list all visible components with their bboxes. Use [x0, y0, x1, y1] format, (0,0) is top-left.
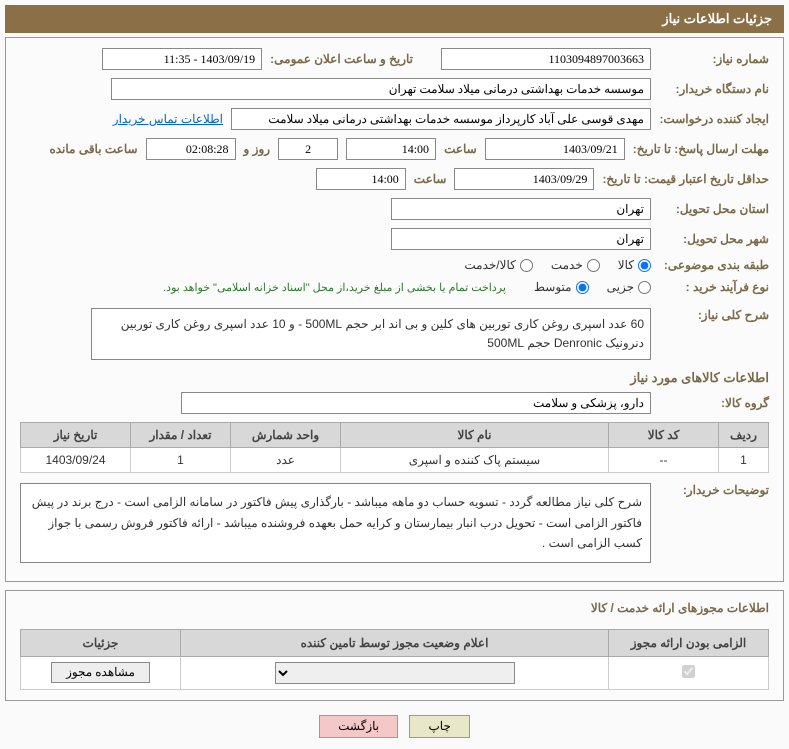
process-label: نوع فرآیند خرید :	[659, 280, 769, 294]
category-opt-service: خدمت	[551, 258, 583, 272]
license-section: اطلاعات مجوزهای ارائه خدمت / کالا الزامی…	[5, 590, 784, 701]
footer-buttons: چاپ بازگشت	[5, 715, 784, 738]
buyer-notes-box: شرح کلی نیاز مطالعه گردد - تسویه حساب دو…	[20, 483, 651, 562]
category-opt-goods: کالا	[618, 258, 634, 272]
license-status-select[interactable]	[275, 662, 515, 684]
remaining-word: ساعت باقی مانده	[49, 142, 137, 156]
page-title-bar: جزئیات اطلاعات نیاز	[5, 5, 784, 33]
requester-label: ایجاد کننده درخواست:	[659, 112, 769, 126]
buyer-org-field	[111, 78, 651, 100]
col-qty: تعداد / مقدار	[131, 423, 231, 448]
need-number-label: شماره نیاز:	[659, 52, 769, 66]
lic-col-status: اعلام وضعیت مجوز توسط تامین کننده	[181, 629, 609, 656]
requester-field	[231, 108, 651, 130]
public-datetime-label: تاریخ و ساعت اعلان عمومی:	[270, 52, 413, 66]
reply-date-field	[485, 138, 625, 160]
category-radio-group: کالا خدمت کالا/خدمت	[464, 258, 651, 272]
cell-qty: 1	[131, 448, 231, 473]
cell-row: 1	[719, 448, 769, 473]
view-license-button[interactable]: مشاهده مجوز	[51, 662, 150, 683]
process-radio-medium[interactable]	[576, 281, 589, 294]
days-word: روز و	[244, 142, 271, 156]
min-valid-time-field	[316, 168, 406, 190]
process-opt-minor: جزیی	[607, 280, 634, 294]
general-desc-box: 60 عدد اسپری روغن کاری توربین های کلین و…	[91, 308, 651, 360]
reply-time-field	[346, 138, 436, 160]
cell-name: سیستم پاک کننده و اسپری	[341, 448, 609, 473]
city-field	[391, 228, 651, 250]
col-code: کد کالا	[609, 423, 719, 448]
license-section-title: اطلاعات مجوزهای ارائه خدمت / کالا	[20, 601, 769, 615]
time-label-1: ساعت	[444, 142, 477, 156]
reply-deadline-label: مهلت ارسال پاسخ: تا تاریخ:	[633, 142, 769, 156]
city-label: شهر محل تحویل:	[659, 232, 769, 246]
back-button[interactable]: بازگشت	[319, 715, 398, 738]
cell-date: 1403/09/24	[21, 448, 131, 473]
items-section-title: اطلاعات کالاهای مورد نیاز	[20, 370, 769, 386]
lic-col-details: جزئیات	[21, 629, 181, 656]
province-field	[391, 198, 651, 220]
license-table: الزامی بودن ارائه مجوز اعلام وضعیت مجوز …	[20, 629, 769, 690]
items-table: ردیف کد کالا نام کالا واحد شمارش تعداد /…	[20, 422, 769, 473]
province-label: استان محل تحویل:	[659, 202, 769, 216]
goods-group-field	[181, 392, 651, 414]
col-name: نام کالا	[341, 423, 609, 448]
hours-remaining-field	[146, 138, 236, 160]
days-remaining-field	[278, 138, 338, 160]
goods-group-label: گروه کالا:	[659, 396, 769, 410]
public-datetime-field	[102, 48, 262, 70]
min-valid-label: حداقل تاریخ اعتبار قیمت: تا تاریخ:	[602, 172, 769, 186]
category-opt-both: کالا/خدمت	[464, 258, 515, 272]
min-valid-date-field	[454, 168, 594, 190]
category-label: طبقه بندی موضوعی:	[659, 258, 769, 272]
cell-unit: عدد	[231, 448, 341, 473]
general-desc-label: شرح کلی نیاز:	[659, 308, 769, 322]
need-number-field	[441, 48, 651, 70]
buyer-notes-label: توضیحات خریدار:	[659, 483, 769, 497]
cell-code: --	[609, 448, 719, 473]
process-opt-medium: متوسط	[534, 280, 572, 294]
category-radio-both[interactable]	[520, 259, 533, 272]
license-mandatory-checkbox	[682, 665, 695, 678]
print-button[interactable]: چاپ	[409, 715, 469, 738]
time-label-2: ساعت	[414, 172, 447, 186]
col-unit: واحد شمارش	[231, 423, 341, 448]
lic-col-mandatory: الزامی بودن ارائه مجوز	[609, 629, 769, 656]
payment-note: پرداخت تمام یا بخشی از مبلغ خرید،از محل …	[163, 281, 506, 294]
main-details-panel: شماره نیاز: تاریخ و ساعت اعلان عمومی: نا…	[5, 37, 784, 582]
col-row: ردیف	[719, 423, 769, 448]
process-radio-minor[interactable]	[638, 281, 651, 294]
table-row: 1 -- سیستم پاک کننده و اسپری عدد 1 1403/…	[21, 448, 769, 473]
buyer-contact-link[interactable]: اطلاعات تماس خریدار	[113, 112, 223, 126]
page-title: جزئیات اطلاعات نیاز	[662, 11, 772, 26]
buyer-org-label: نام دستگاه خریدار:	[659, 82, 769, 96]
process-radio-group: جزیی متوسط	[534, 280, 651, 294]
category-radio-goods[interactable]	[638, 259, 651, 272]
category-radio-service[interactable]	[587, 259, 600, 272]
license-row: مشاهده مجوز	[21, 656, 769, 689]
col-date: تاریخ نیاز	[21, 423, 131, 448]
